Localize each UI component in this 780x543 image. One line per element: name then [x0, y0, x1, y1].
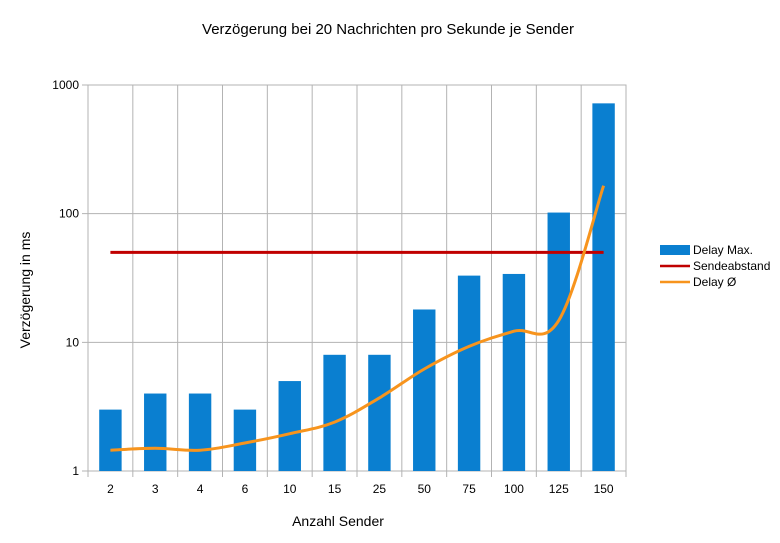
y-tick-label: 1000 [52, 78, 79, 92]
y-axis-label: Verzögerung in ms [17, 232, 33, 349]
bar-delay-max [323, 354, 346, 471]
bar-delay-max [592, 103, 615, 471]
x-axis-label: Anzahl Sender [292, 513, 384, 529]
legend-label: Delay Ø [693, 275, 736, 289]
x-tick-label: 25 [373, 482, 387, 496]
y-tick-label: 100 [59, 207, 79, 221]
x-tick-label: 2 [107, 482, 114, 496]
x-tick-label: 100 [504, 482, 524, 496]
bar-delay-max [144, 393, 167, 471]
bar-delay-max [278, 381, 301, 471]
lines [110, 185, 606, 452]
bar-delay-max [502, 273, 526, 471]
legend-label: Delay Max. [693, 243, 753, 257]
bar-delay-max [547, 212, 570, 471]
chart-title: Verzögerung bei 20 Nachrichten pro Sekun… [202, 21, 574, 38]
bar-delay-max [99, 409, 122, 471]
legend-swatch-bar [660, 245, 690, 255]
grid [82, 84, 627, 477]
x-tick-label: 50 [418, 482, 432, 496]
y-tick-label: 1 [72, 464, 79, 478]
axes: 1 10 100 1000 2 3 4 6 10 15 25 50 75 100 125 150 [52, 78, 614, 496]
x-tick-label: 150 [594, 482, 614, 496]
bar-delay-max [457, 275, 481, 471]
x-tick-label: 125 [549, 482, 569, 496]
bar-delay-max [188, 393, 212, 471]
y-tick-label: 10 [66, 335, 80, 349]
legend-label: Sendeabstand [693, 259, 770, 273]
x-tick-label: 10 [283, 482, 297, 496]
x-tick-label: 3 [152, 482, 159, 496]
legend: Delay Max. Sendeabstand Delay Ø [660, 243, 770, 289]
bar-delay-max [413, 309, 436, 471]
bar-delay-max [368, 354, 391, 471]
x-tick-label: 15 [328, 482, 342, 496]
line-delay-avg [110, 185, 606, 452]
x-tick-label: 4 [197, 482, 204, 496]
x-tick-label: 6 [242, 482, 249, 496]
x-tick-label: 75 [462, 482, 476, 496]
bar-delay-max [233, 409, 257, 471]
